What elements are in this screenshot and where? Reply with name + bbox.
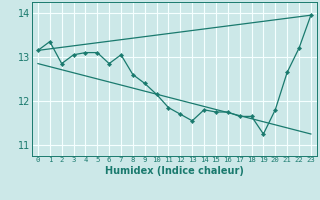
X-axis label: Humidex (Indice chaleur): Humidex (Indice chaleur) [105, 166, 244, 176]
